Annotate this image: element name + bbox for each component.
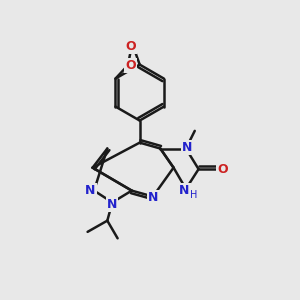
Text: H: H: [190, 190, 197, 200]
Text: O: O: [125, 40, 136, 53]
Text: O: O: [217, 163, 228, 176]
Text: N: N: [179, 184, 190, 197]
Text: N: N: [107, 198, 118, 211]
Text: N: N: [182, 141, 193, 154]
Text: N: N: [148, 191, 159, 205]
Text: O: O: [125, 59, 136, 72]
Text: N: N: [85, 184, 96, 197]
